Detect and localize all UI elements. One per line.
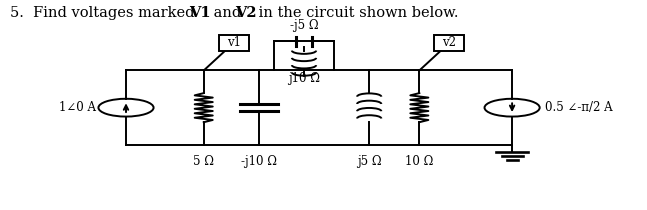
Text: V2: V2 [235,6,256,20]
FancyBboxPatch shape [434,35,465,51]
Text: -j10 Ω: -j10 Ω [241,155,277,168]
Text: v2: v2 [443,37,456,50]
FancyBboxPatch shape [219,35,249,51]
Text: 5 Ω: 5 Ω [193,155,214,168]
Text: V1: V1 [190,6,211,20]
Text: 0.5 ∠-π/2 A: 0.5 ∠-π/2 A [545,101,612,114]
Text: 1∠0 A: 1∠0 A [59,101,96,114]
Text: in the circuit shown below.: in the circuit shown below. [254,6,459,20]
Text: 5.  Find voltages marked: 5. Find voltages marked [10,6,199,20]
Text: and: and [209,6,246,20]
Text: 10 Ω: 10 Ω [405,155,433,168]
Text: j10 Ω: j10 Ω [288,72,320,85]
Text: -j5 Ω: -j5 Ω [290,19,318,32]
Text: v1: v1 [227,37,241,50]
Text: j5 Ω: j5 Ω [357,155,382,168]
